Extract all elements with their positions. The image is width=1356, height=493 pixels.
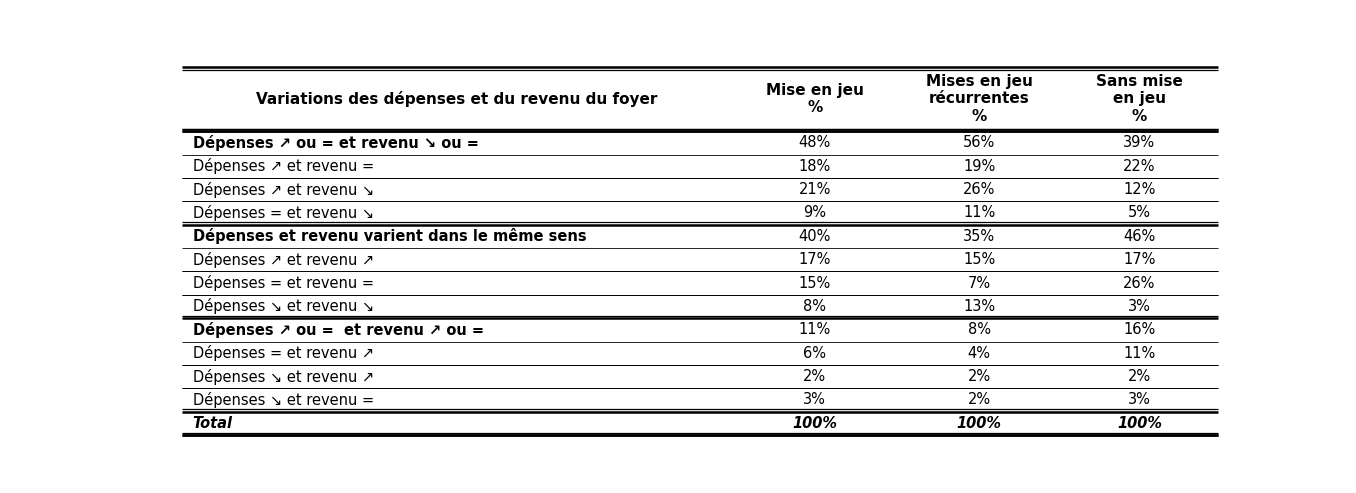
Text: 8%: 8% (803, 299, 826, 314)
Text: 3%: 3% (1128, 299, 1151, 314)
Text: Dépenses ↗ et revenu ↘: Dépenses ↗ et revenu ↘ (193, 181, 374, 198)
Text: 9%: 9% (803, 206, 826, 220)
Text: 56%: 56% (963, 136, 995, 150)
Text: 40%: 40% (799, 229, 831, 244)
Text: Dépenses ↘ et revenu ↘: Dépenses ↘ et revenu ↘ (193, 298, 374, 315)
Text: Dépenses = et revenu =: Dépenses = et revenu = (193, 275, 374, 291)
Text: Dépenses ↘ et revenu ↗: Dépenses ↘ et revenu ↗ (193, 369, 374, 385)
Text: 100%: 100% (1117, 416, 1162, 431)
Text: 26%: 26% (1123, 276, 1155, 290)
Text: 17%: 17% (1123, 252, 1155, 267)
Text: 3%: 3% (803, 392, 826, 407)
Text: 2%: 2% (968, 369, 991, 384)
Text: 35%: 35% (963, 229, 995, 244)
Text: Dépenses ↗ ou = et revenu ↘ ou =: Dépenses ↗ ou = et revenu ↘ ou = (193, 135, 479, 151)
Text: 6%: 6% (803, 346, 826, 361)
Text: Variations des dépenses et du revenu du foyer: Variations des dépenses et du revenu du … (256, 91, 658, 107)
Text: 2%: 2% (968, 392, 991, 407)
Text: 18%: 18% (799, 159, 831, 174)
Text: 16%: 16% (1123, 322, 1155, 337)
Text: 2%: 2% (803, 369, 826, 384)
Text: 15%: 15% (799, 276, 831, 290)
Text: 100%: 100% (957, 416, 1002, 431)
Text: 11%: 11% (799, 322, 831, 337)
Text: 19%: 19% (963, 159, 995, 174)
Text: 5%: 5% (1128, 206, 1151, 220)
Text: 3%: 3% (1128, 392, 1151, 407)
Text: Dépenses = et revenu ↘: Dépenses = et revenu ↘ (193, 205, 374, 221)
Text: Dépenses ↘ et revenu =: Dépenses ↘ et revenu = (193, 392, 374, 408)
Text: 2%: 2% (1128, 369, 1151, 384)
Text: 17%: 17% (799, 252, 831, 267)
Text: 46%: 46% (1123, 229, 1155, 244)
Text: 39%: 39% (1123, 136, 1155, 150)
Text: 7%: 7% (968, 276, 991, 290)
Text: 100%: 100% (792, 416, 837, 431)
Text: Dépenses = et revenu ↗: Dépenses = et revenu ↗ (193, 345, 374, 361)
Text: 4%: 4% (968, 346, 991, 361)
Text: Mises en jeu
récurrentes
%: Mises en jeu récurrentes % (926, 74, 1033, 124)
Text: Sans mise
en jeu
%: Sans mise en jeu % (1096, 74, 1182, 124)
Text: 11%: 11% (963, 206, 995, 220)
Text: Total: Total (193, 416, 233, 431)
Text: Dépenses ↗ ou =  et revenu ↗ ou =: Dépenses ↗ ou = et revenu ↗ ou = (193, 322, 484, 338)
Text: 11%: 11% (1123, 346, 1155, 361)
Text: 15%: 15% (963, 252, 995, 267)
Text: 13%: 13% (963, 299, 995, 314)
Text: Dépenses ↗ et revenu ↗: Dépenses ↗ et revenu ↗ (193, 252, 374, 268)
Text: 8%: 8% (968, 322, 991, 337)
Text: 21%: 21% (799, 182, 831, 197)
Text: Mise en jeu
%: Mise en jeu % (766, 83, 864, 115)
Text: Dépenses ↗ et revenu =: Dépenses ↗ et revenu = (193, 158, 374, 174)
Text: 22%: 22% (1123, 159, 1155, 174)
Text: 26%: 26% (963, 182, 995, 197)
Text: Dépenses et revenu varient dans le même sens: Dépenses et revenu varient dans le même … (193, 228, 586, 245)
Text: 48%: 48% (799, 136, 831, 150)
Text: 12%: 12% (1123, 182, 1155, 197)
